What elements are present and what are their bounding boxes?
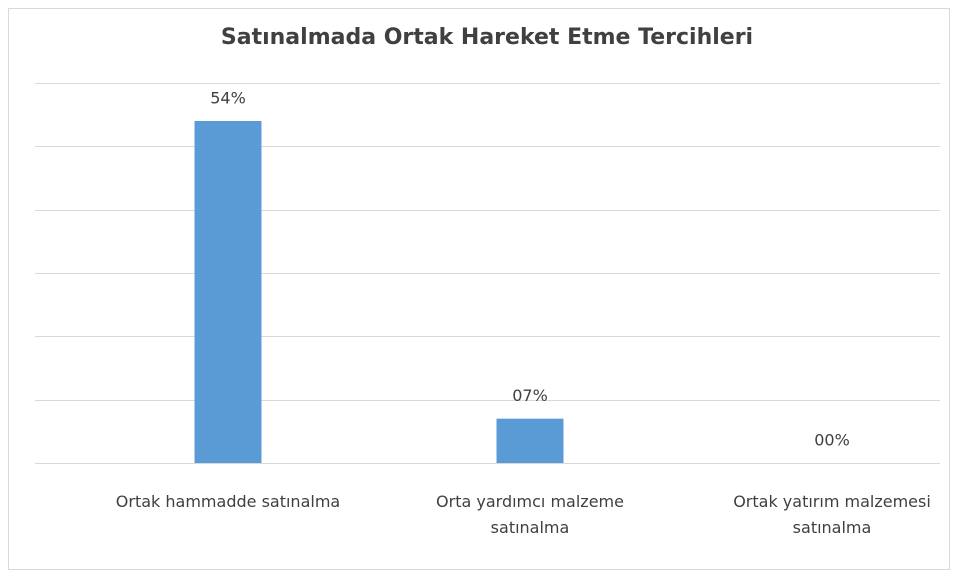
data-label: 54% — [210, 89, 246, 108]
chart-title: Satınalmada Ortak Hareket Etme Tercihler… — [221, 25, 753, 50]
data-label: 00% — [814, 431, 850, 450]
chart-border — [8, 8, 950, 570]
x-tick-label: Orta yardımcı malzeme satınalma — [436, 492, 624, 537]
x-tick-label: Ortak hammadde satınalma — [115, 492, 341, 511]
bar — [194, 121, 262, 463]
data-label: 07% — [512, 386, 548, 405]
x-tick-label: Ortak yatırım malzemesi satınalma — [733, 492, 931, 537]
bar — [496, 418, 564, 463]
